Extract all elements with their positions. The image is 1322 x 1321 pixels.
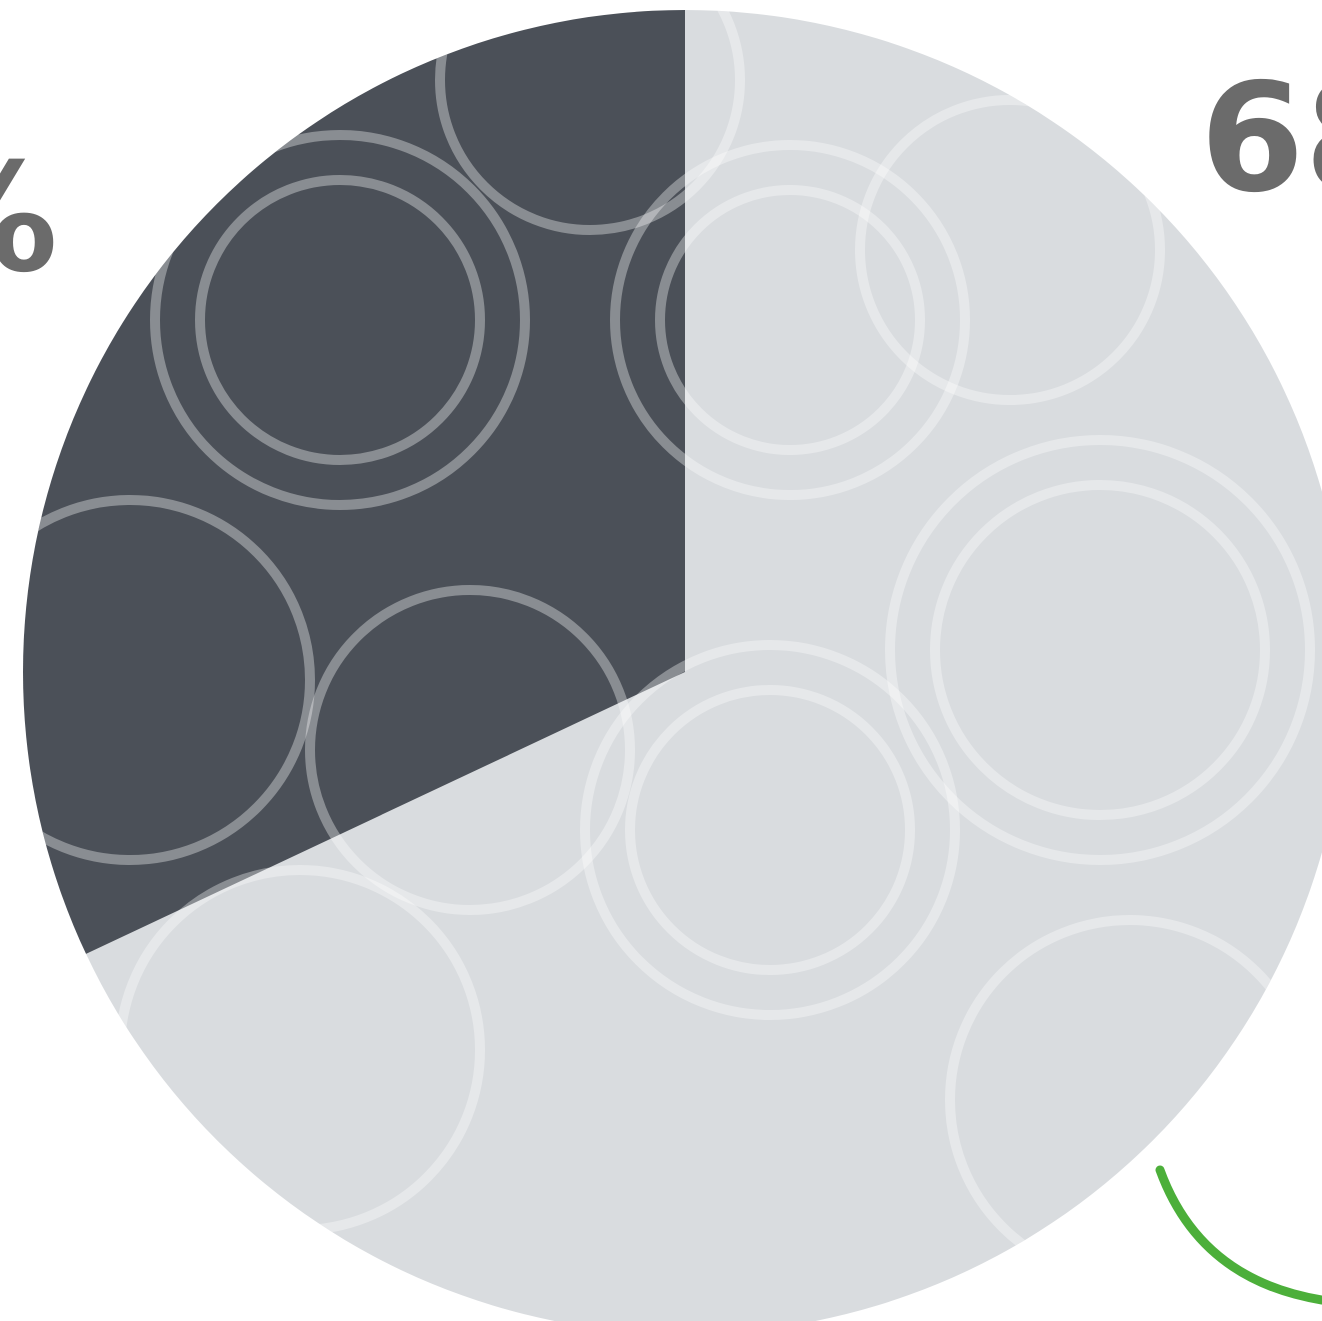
can-texture bbox=[0, 0, 1310, 1280]
value-label: 32% bbox=[0, 132, 58, 306]
pie-slice bbox=[51, 10, 1322, 1321]
value-label: 68% bbox=[1200, 52, 1322, 226]
labels: 68% 32% bbox=[0, 52, 1322, 306]
decorative-arc bbox=[1155, 1165, 1322, 1305]
